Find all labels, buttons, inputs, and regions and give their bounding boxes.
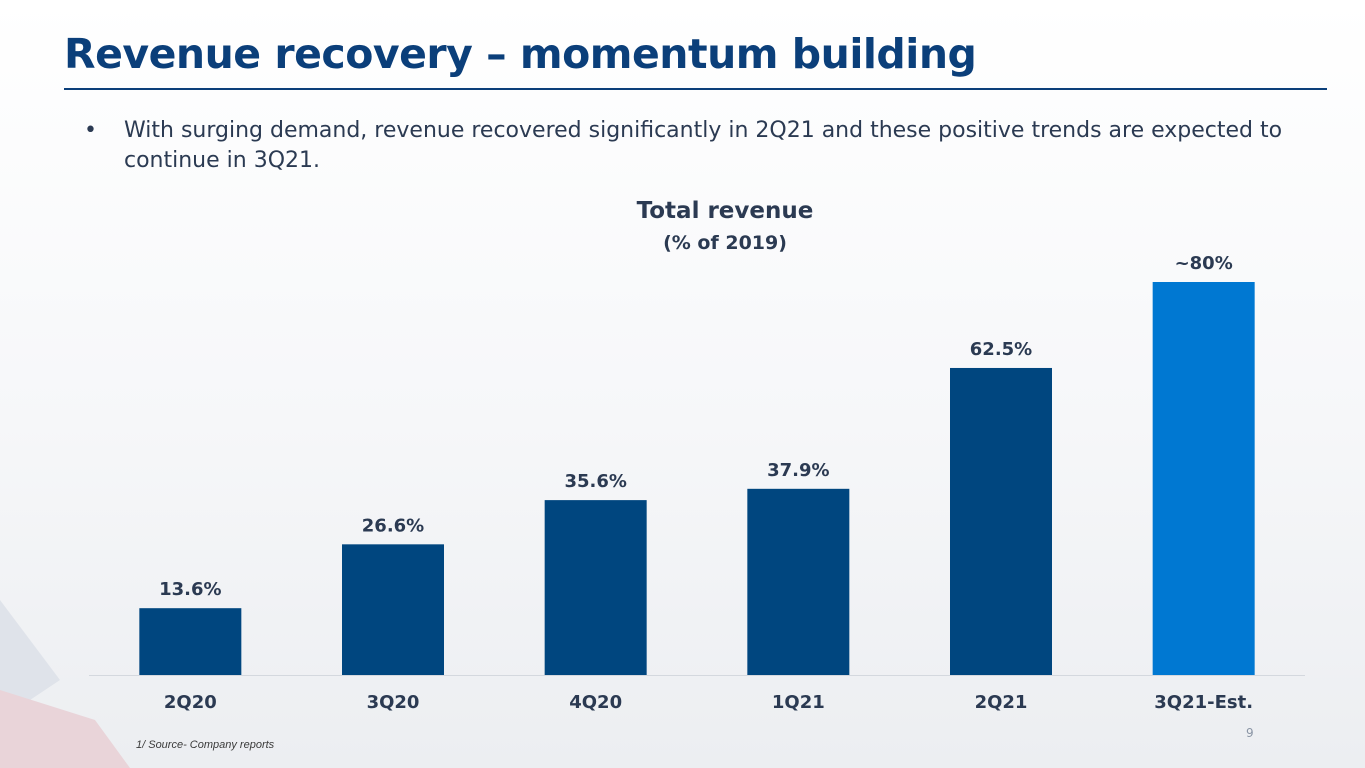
data-label: 13.6% — [159, 579, 221, 600]
x-tick-label: 1Q21 — [772, 692, 825, 713]
data-label: 26.6% — [362, 515, 424, 536]
bullet-text: With surging demand, revenue recovered s… — [124, 118, 1283, 173]
page-title: Revenue recovery – momentum building — [64, 30, 977, 78]
bar-2q21 — [950, 367, 1052, 675]
page-number: 9 — [1246, 726, 1254, 740]
bar-1q21 — [747, 488, 850, 675]
data-label: ~80% — [1175, 253, 1233, 274]
bar-3q20 — [342, 544, 444, 675]
x-tick-label: 2Q21 — [975, 692, 1028, 713]
bullet-marker: • — [84, 118, 97, 143]
bar-4q20 — [544, 500, 647, 675]
data-label: 35.6% — [564, 471, 626, 492]
footnote: 1/ Source- Company reports — [136, 739, 275, 751]
x-tick-label: 3Q21-Est. — [1154, 692, 1253, 713]
data-label: 62.5% — [970, 339, 1032, 360]
title-underline — [64, 88, 1327, 90]
x-tick-label: 2Q20 — [164, 692, 217, 713]
decorative-triangle-blue — [0, 600, 60, 720]
bar-2q20 — [139, 608, 242, 675]
chart-subtitle: (% of 2019) — [663, 232, 787, 254]
x-tick-label: 3Q20 — [367, 692, 420, 713]
data-label: 37.9% — [767, 460, 829, 481]
bar-3q21-est- — [1152, 282, 1255, 675]
decorative-corner-graphic — [0, 600, 130, 768]
x-tick-label: 4Q20 — [569, 692, 622, 713]
decorative-triangle-red — [0, 690, 130, 768]
chart-title: Total revenue — [636, 198, 814, 224]
bullet-point: • With surging demand, revenue recovered… — [84, 116, 1314, 176]
